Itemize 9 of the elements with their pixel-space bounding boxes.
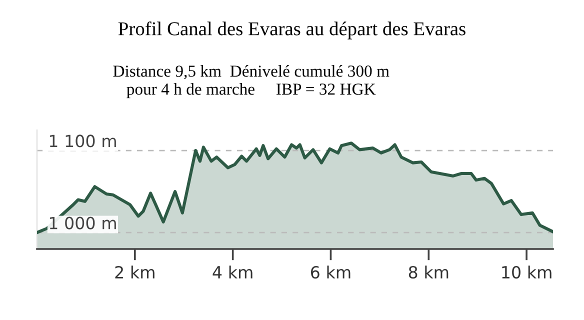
x-tick-label: 6 km	[311, 266, 350, 279]
x-tick-label: 8 km	[408, 266, 448, 279]
y-tick-label: 1 100 m	[50, 134, 116, 148]
y-tick-label: 1 000 m	[50, 216, 116, 230]
x-tick-label: 2 km	[115, 266, 154, 278]
chart-title: Profil Canal des Evaras au départ des Evaras	[118, 21, 466, 40]
chart-subtitle: Distance 9,5 km Dénivelé cumulé 300 m pour 4 h de marche IBP = 32 HGK	[113, 65, 390, 98]
x-tick-label: 4 km	[212, 266, 252, 278]
x-tick-label: 10 km	[502, 266, 552, 279]
